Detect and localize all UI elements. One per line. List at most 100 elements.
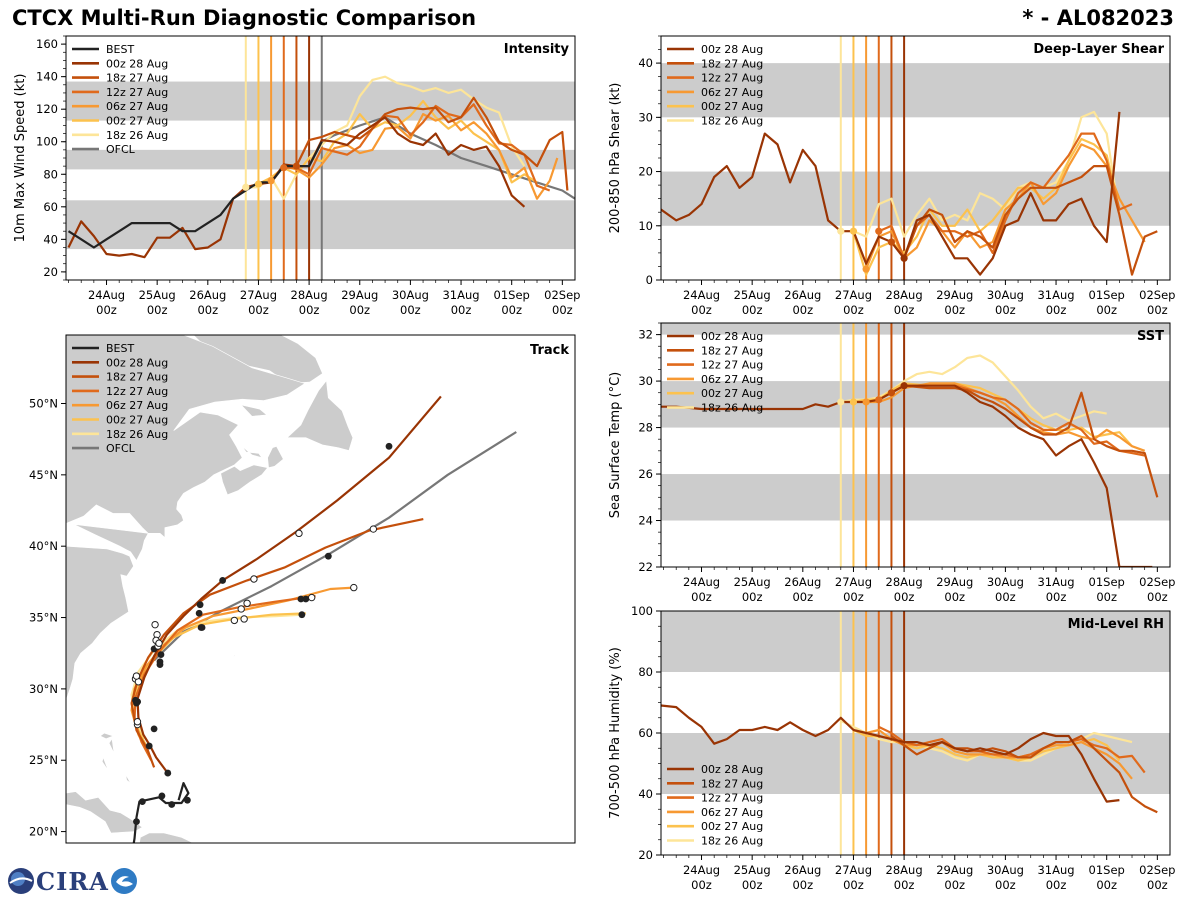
shaded-band — [661, 63, 1170, 118]
track-point-06z-27-aug — [297, 595, 305, 603]
y-tick-label: 20 — [638, 848, 653, 862]
y-tick-label: 100 — [36, 135, 58, 149]
x-tick-label-day: 30Aug — [987, 288, 1024, 302]
land-mass — [232, 654, 236, 657]
series-12z-27-aug — [878, 132, 1133, 260]
lat-tick-label: 20°N — [29, 825, 58, 839]
y-axis-label: Sea Surface Temp (°C) — [608, 372, 623, 519]
plot-area — [661, 36, 1170, 280]
y-tick-label: 32 — [638, 328, 653, 342]
legend-label-12z-27-aug: 12z 27 Aug — [106, 385, 168, 398]
shaded-band — [661, 611, 1170, 672]
x-tick-label-hour: 00z — [299, 303, 320, 317]
track-ofcl — [153, 431, 517, 662]
x-tick-label-day: 28Aug — [291, 288, 328, 302]
y-tick-label: 10 — [638, 219, 653, 233]
y-tick-label: 24 — [638, 514, 653, 528]
land-mass — [267, 445, 284, 469]
track-point-12z-27-aug — [302, 595, 310, 603]
series-00z-28-aug — [661, 704, 1120, 803]
legend-label-18z-27-aug: 18z 27 Aug — [701, 777, 763, 790]
x-tick-label-hour: 00z — [742, 303, 763, 317]
land-mass — [99, 732, 114, 740]
land-mass — [66, 545, 134, 701]
land-mass — [286, 379, 354, 451]
lat-tick-label: 50°N — [29, 396, 58, 410]
legend-label-best: BEST — [106, 342, 134, 355]
x-tick-label-day: 02Sep — [1139, 575, 1175, 589]
legend-label-18z-26-aug: 18z 26 Aug — [701, 835, 763, 848]
x-tick-label-hour: 00z — [96, 303, 117, 317]
land-mass — [240, 404, 268, 417]
x-tick-label-hour: 00z — [197, 303, 218, 317]
x-tick-label-hour: 00z — [248, 303, 269, 317]
y-tick-label: 80 — [638, 665, 653, 679]
land-mass — [66, 523, 149, 562]
legend-label-18z-27-aug: 18z 27 Aug — [701, 344, 763, 357]
track-point-open-06z-27-aug — [237, 605, 245, 613]
y-tick-label: 22 — [638, 560, 653, 574]
track-point-open-18z-27-aug — [250, 575, 258, 583]
x-tick-label-day: 02Sep — [544, 288, 580, 302]
series-12z-27-aug — [283, 103, 551, 192]
panel-title: Track — [530, 343, 569, 358]
y-tick-label: 140 — [36, 70, 58, 84]
y-tick-label: 30 — [638, 374, 653, 388]
x-tick-label-hour: 00z — [1046, 590, 1067, 604]
x-tick-label-day: 01Sep — [494, 288, 530, 302]
axes-frame — [660, 322, 1171, 568]
legend-label-00z-27-aug: 00z 27 Aug — [701, 820, 763, 833]
plot-area — [661, 323, 1170, 567]
legend-label-18z-27-aug: 18z 27 Aug — [701, 57, 763, 70]
track-point-00z-28-aug — [219, 577, 227, 584]
land-mass — [241, 446, 263, 459]
x-tick-label-day: 30Aug — [392, 288, 429, 302]
init-marker-06z-27-aug — [862, 265, 870, 273]
track-00z-28-aug — [136, 395, 442, 774]
shaded-band — [661, 474, 1170, 521]
x-tick-label-day: 27Aug — [835, 288, 872, 302]
x-tick-label-hour: 00z — [995, 303, 1016, 317]
logo-text: CIRA — [36, 866, 109, 896]
lat-tick-label: 35°N — [29, 611, 58, 625]
track-point-open-00z-27-aug — [240, 615, 248, 623]
x-tick-label-hour: 00z — [400, 303, 421, 317]
y-tick-label: 26 — [638, 467, 653, 481]
x-tick-label-day: 30Aug — [987, 575, 1024, 589]
x-tick-label-day: 26Aug — [784, 288, 821, 302]
track-point-open-00z-28-aug — [295, 529, 303, 538]
track-best — [132, 782, 190, 843]
x-tick-label-hour: 00z — [995, 878, 1016, 892]
x-tick-label-day: 31Aug — [1037, 575, 1074, 589]
land-mass — [108, 737, 115, 754]
x-tick-label-day: 27Aug — [835, 863, 872, 877]
legend-label-12z-27-aug: 12z 27 Aug — [701, 359, 763, 372]
x-tick-label-hour: 00z — [691, 878, 712, 892]
logo-swirl-icon — [110, 868, 137, 894]
x-tick-label-day: 25Aug — [734, 288, 771, 302]
shaded-band — [661, 323, 1170, 335]
track-point-18z-26-aug — [298, 611, 306, 619]
x-tick-label-day: 27Aug — [240, 288, 277, 302]
init-marker-00z-27-aug — [849, 398, 858, 406]
x-tick-label-day: 25Aug — [139, 288, 176, 302]
series-18z-26-aug — [245, 75, 526, 200]
x-tick-label-day: 25Aug — [734, 863, 771, 877]
track-point-00z-28-aug — [164, 769, 172, 777]
legend-label-00z-28-aug: 00z 28 Aug — [106, 57, 168, 70]
map-area — [66, 335, 575, 843]
track-point-open-06z-27-aug — [350, 583, 358, 592]
x-tick-label-hour: 00z — [501, 303, 522, 317]
track-point-open-12z-27-aug — [243, 599, 251, 607]
x-tick-label-day: 25Aug — [734, 575, 771, 589]
x-tick-label-day: 01Sep — [1089, 863, 1125, 877]
series-00z-28-aug — [661, 384, 1153, 567]
x-tick-label-hour: 00z — [1147, 878, 1168, 892]
series-00z-27-aug — [257, 100, 538, 185]
legend-label-00z-28-aug: 00z 28 Aug — [701, 763, 763, 776]
plot-area — [66, 36, 575, 280]
x-tick-label-hour: 00z — [792, 590, 813, 604]
x-tick-label-day: 26Aug — [784, 575, 821, 589]
